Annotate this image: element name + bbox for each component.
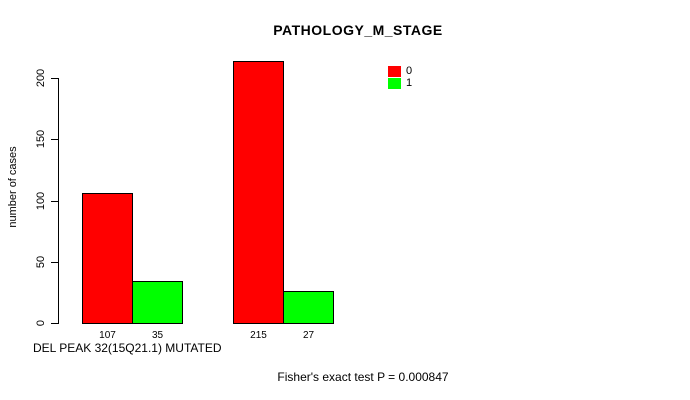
x-axis-caption: DEL PEAK 32(15Q21.1) MUTATED	[33, 341, 222, 355]
y-tick-label: 200	[35, 68, 47, 88]
bar-value-label: 35	[151, 330, 164, 341]
y-tick-mark	[51, 262, 58, 263]
y-axis-title: number of cases	[7, 146, 19, 228]
y-tick-label: 50	[35, 255, 47, 269]
y-tick-label: 150	[35, 129, 47, 149]
legend-label: 1	[406, 76, 413, 89]
y-tick-label: 0	[35, 319, 47, 327]
legend-item-0: 0	[388, 65, 412, 77]
y-tick-mark	[51, 139, 58, 140]
bar-value-label: 215	[250, 330, 267, 341]
legend-swatch-icon	[388, 65, 401, 77]
legend-swatch-icon	[388, 77, 401, 89]
fisher-annotation: Fisher's exact test P = 0.000847	[277, 370, 449, 384]
y-tick-label: 100	[35, 191, 47, 211]
bar-value-label: 107	[99, 330, 116, 341]
legend-label: 0	[406, 64, 413, 77]
bar-group-1-series-0	[82, 193, 133, 324]
bar-value-label: 27	[302, 330, 315, 341]
legend-item-1: 1	[388, 77, 412, 89]
y-axis-line	[58, 78, 59, 324]
y-tick-mark	[51, 78, 58, 79]
bar-group-1-series-1	[132, 281, 183, 324]
y-tick-mark	[51, 201, 58, 202]
bar-group-2-series-0	[233, 61, 284, 324]
bar-group-2-series-1	[283, 291, 334, 324]
y-tick-mark	[51, 323, 58, 324]
chart-title: PATHOLOGY_M_STAGE	[273, 22, 443, 38]
